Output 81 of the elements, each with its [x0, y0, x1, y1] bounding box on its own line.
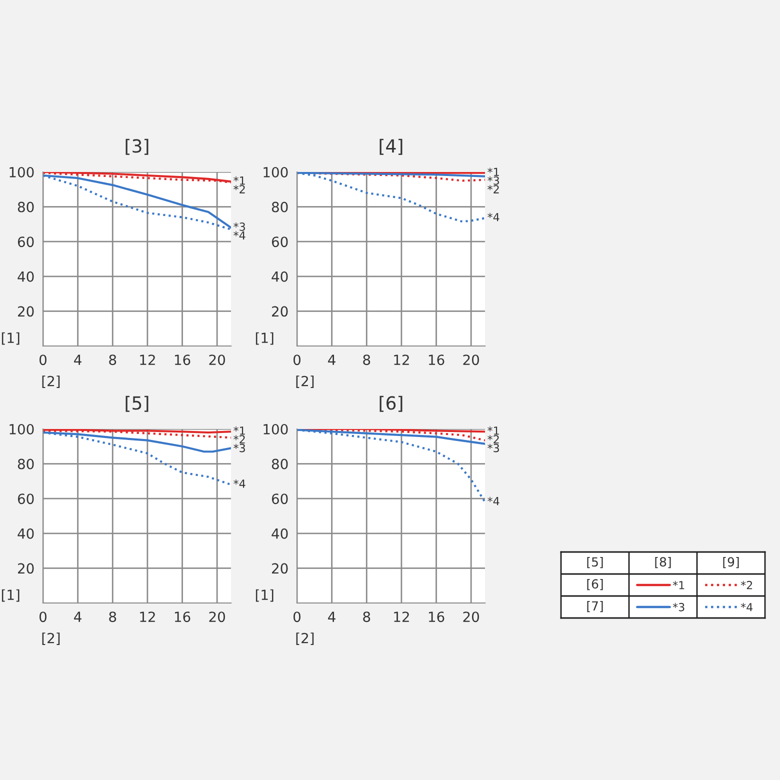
y-axis-title: [1] [256, 589, 274, 602]
text: [8] [655, 556, 671, 568]
text: *2 [488, 435, 499, 444]
y-axis-title: [1] [2, 589, 20, 602]
x-tick-label: 20 [209, 354, 225, 366]
legend-label: *1 [672, 580, 684, 590]
x-tick-label: 12 [394, 612, 409, 622]
y-tick-label: 40 [272, 528, 288, 539]
x-tick-label: 8 [363, 612, 370, 622]
y-tick-label: 20 [18, 306, 34, 317]
text: *3 [488, 444, 499, 452]
legend-label: *3 [672, 602, 684, 612]
x-tick-label: 12 [140, 354, 155, 365]
x-tick-label: 20 [463, 354, 479, 366]
series-label: *3 [234, 222, 245, 231]
y-tick-label: 40 [272, 271, 288, 282]
series-label: *4 [234, 480, 246, 488]
series-label: *2 [234, 185, 245, 194]
y-tick-label: 20 [18, 563, 34, 574]
text: [7] [587, 600, 603, 612]
chart-title: [3] [126, 138, 148, 155]
y-tick-label: 80 [18, 458, 34, 470]
y-tick-label: 100 [10, 166, 34, 178]
x-tick-label: 16 [428, 354, 444, 366]
x-tick-label: 20 [463, 612, 479, 622]
text: *4 [488, 496, 500, 506]
x-tick-label: 16 [174, 354, 190, 366]
series-label: *4 [488, 212, 500, 222]
y-tick-label: 100 [10, 424, 34, 434]
x-axis-title: [2] [296, 376, 314, 388]
x-tick-label: 4 [74, 354, 82, 365]
y-tick-label: 40 [18, 528, 34, 539]
y-tick-label: 20 [272, 563, 288, 574]
x-tick-label: 4 [74, 612, 82, 622]
series-label: *2 [488, 185, 499, 194]
y-tick-label: 60 [18, 236, 34, 248]
y-tick-label: 80 [18, 202, 34, 212]
series-label: *1 [488, 168, 499, 176]
x-tick-label: 20 [209, 612, 225, 622]
y-tick-label: 60 [18, 494, 34, 504]
series-label: *4 [234, 231, 246, 240]
text: [6] [587, 578, 603, 590]
y-tick-label: 80 [272, 202, 288, 212]
x-tick-label: 8 [363, 354, 370, 366]
x-tick-label: 4 [328, 612, 336, 622]
x-tick-label: 0 [293, 612, 300, 622]
y-tick-label: 60 [272, 236, 288, 248]
legend-label: *4 [740, 602, 753, 612]
series-label: *3 [488, 176, 499, 185]
chart-title: [4] [380, 138, 402, 155]
x-tick-label: 12 [140, 612, 155, 622]
y-tick-label: 60 [272, 494, 288, 504]
x-tick-label: 0 [39, 612, 46, 622]
y-tick-label: 100 [264, 166, 288, 178]
y-tick-label: 40 [18, 271, 34, 282]
text: [5] [587, 556, 603, 568]
text: *1 [488, 426, 499, 435]
legend-label: *2 [740, 580, 752, 590]
y-axis-title: [1] [256, 332, 274, 345]
text: [9] [723, 556, 739, 568]
x-tick-label: 8 [109, 354, 116, 366]
y-axis-title: [1] [2, 332, 20, 345]
x-axis-title: [2] [42, 376, 60, 388]
chart-title: [5] [126, 396, 148, 412]
series-label: *2 [234, 435, 245, 444]
x-tick-label: 12 [394, 354, 409, 365]
series-label: *1 [234, 176, 245, 185]
x-tick-label: 4 [328, 354, 336, 365]
y-tick-label: 100 [264, 424, 288, 434]
x-tick-label: 0 [39, 354, 46, 366]
x-axis-title: [2] [296, 632, 314, 645]
x-tick-label: 16 [428, 612, 444, 622]
x-tick-label: 16 [174, 612, 190, 622]
chart-title: [6] [380, 396, 402, 412]
y-tick-label: 20 [272, 306, 288, 317]
x-tick-label: 0 [293, 354, 300, 366]
series-label: *1 [234, 426, 245, 435]
x-axis-title: [2] [42, 632, 60, 645]
x-tick-label: 8 [109, 612, 116, 622]
series-label: *3 [234, 444, 245, 452]
y-tick-label: 80 [272, 458, 288, 470]
